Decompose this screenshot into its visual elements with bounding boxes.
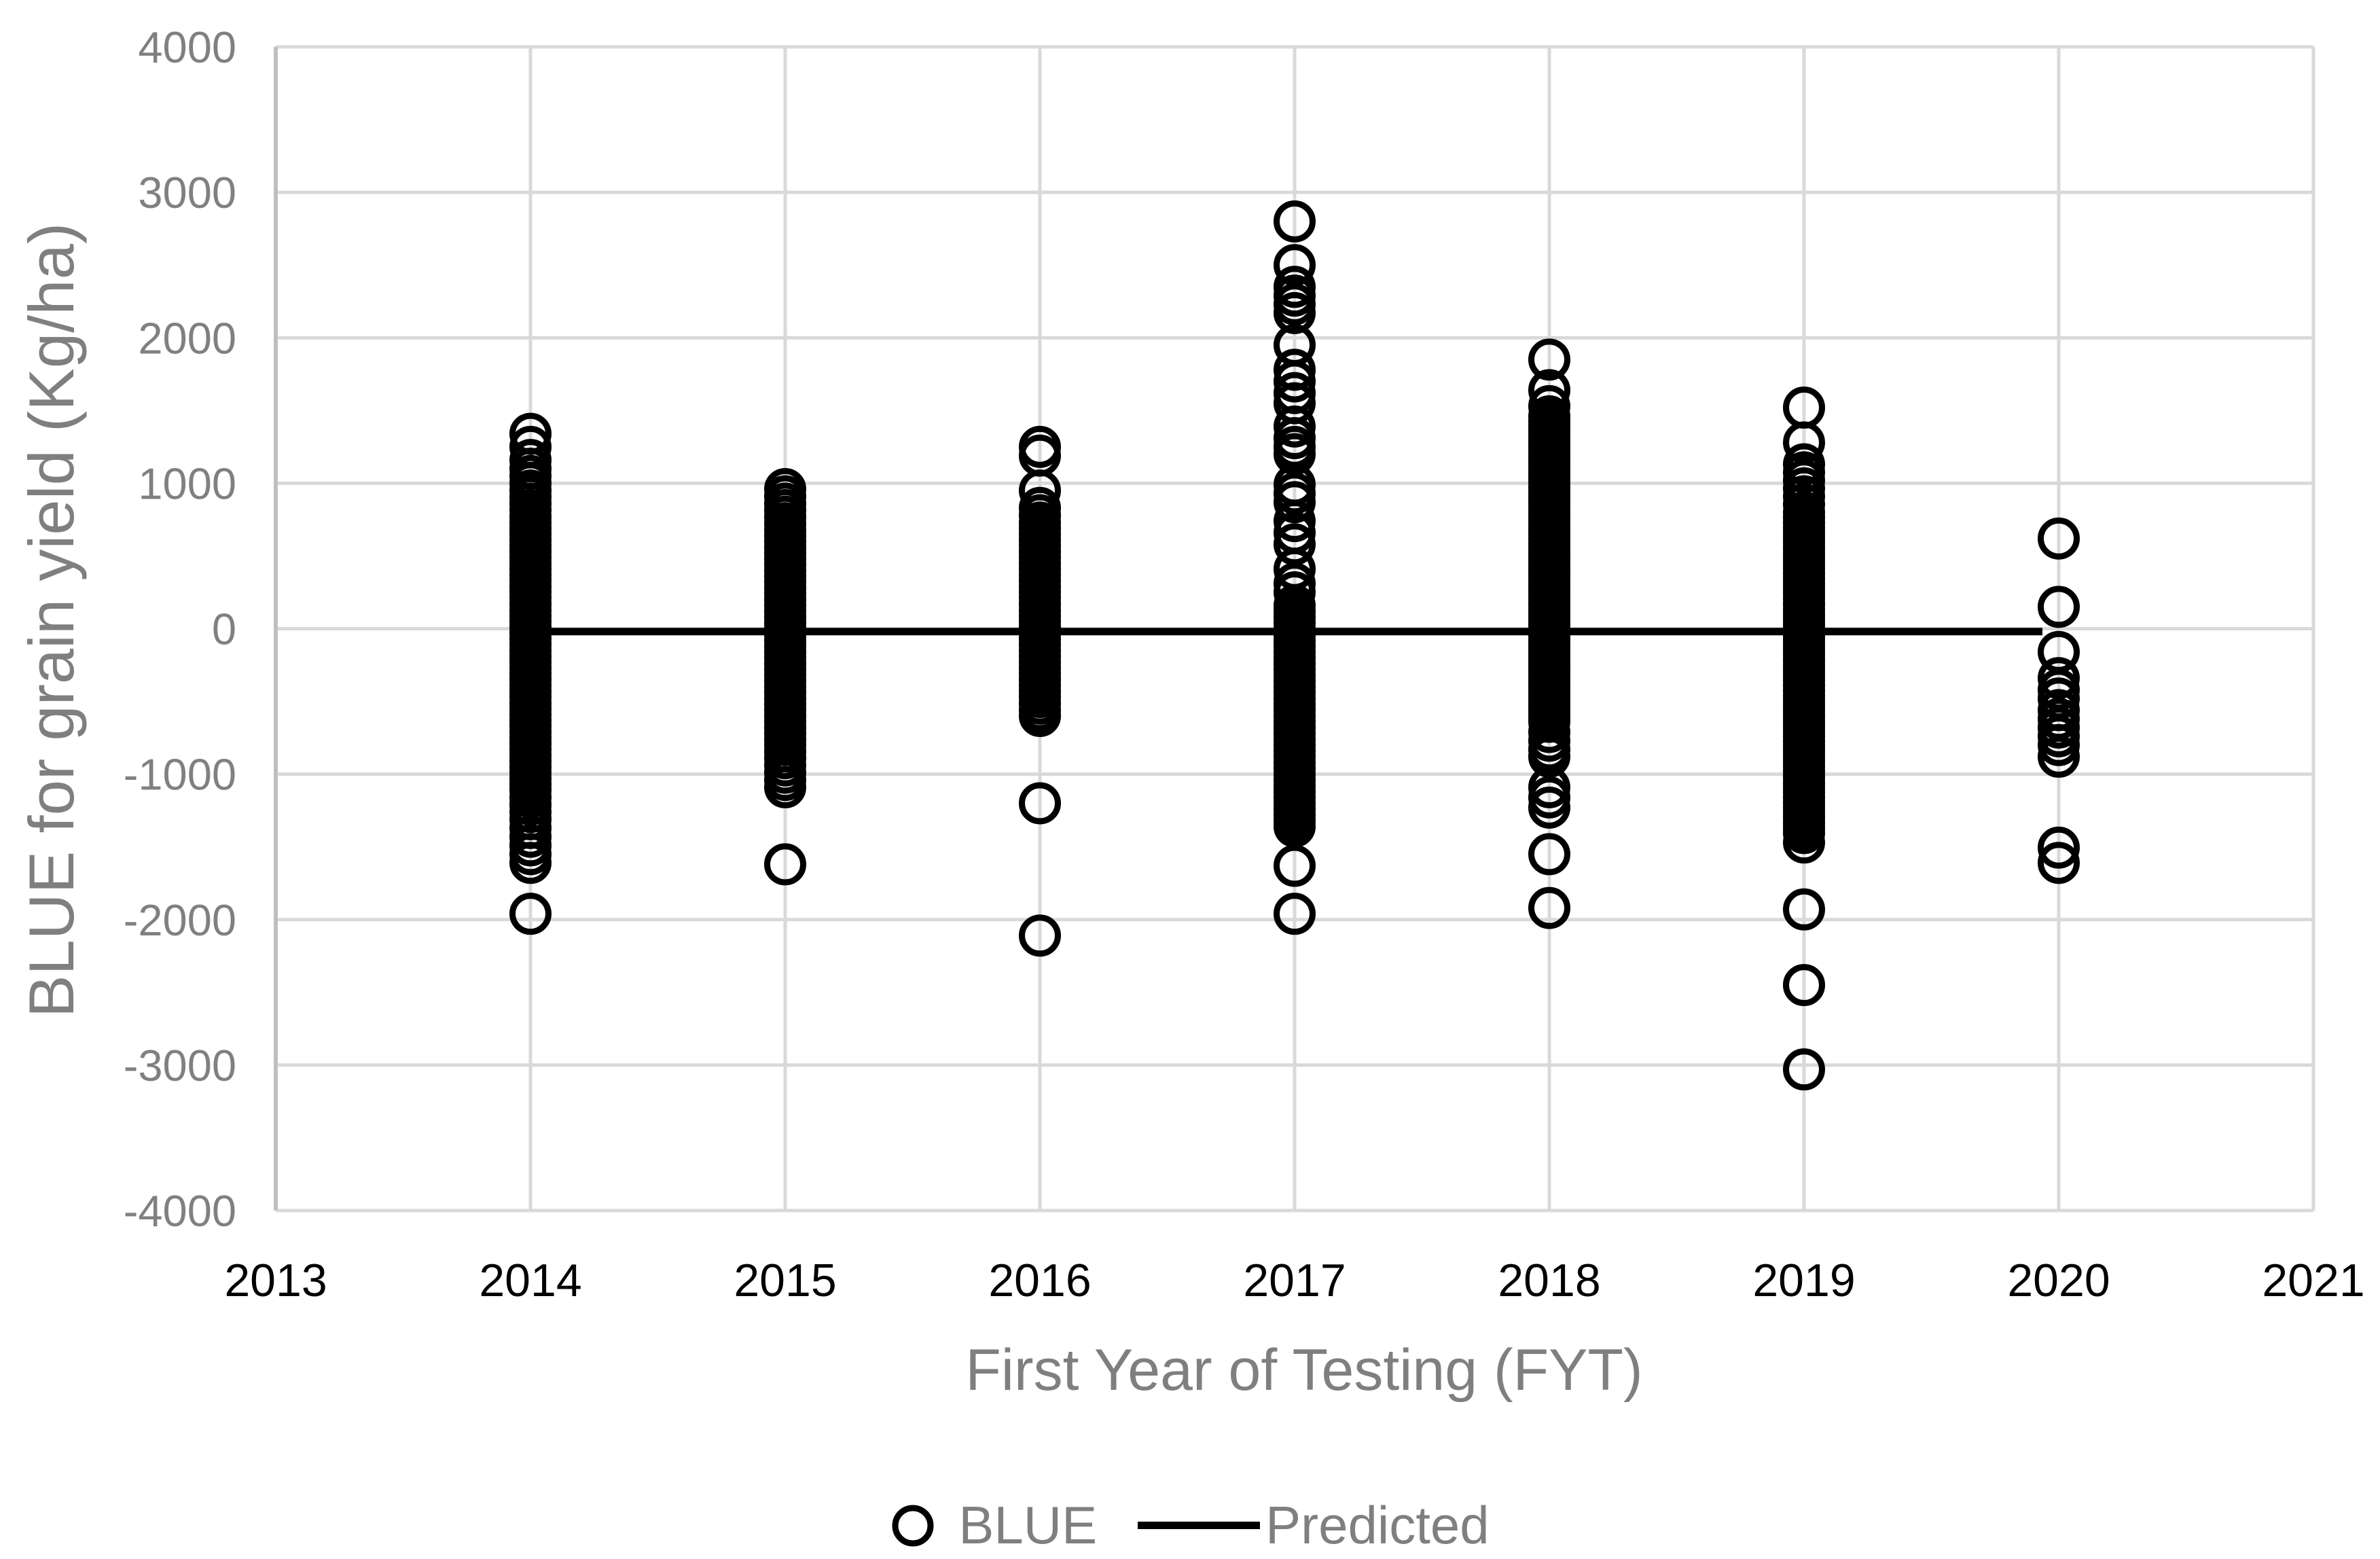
data-point-marker [1274,405,1316,448]
y-tick-label: 3000 [138,168,236,217]
data-point-marker [1274,481,1316,524]
y-axis-title: BLUE for grain yield (Kg/ha) [16,222,87,1018]
data-point-marker [1528,786,1570,829]
data-point-marker [509,842,552,884]
legend-item-predicted: Predicted [1138,1494,1490,1556]
data-point-marker [1783,964,1825,1007]
legend: BLUE Predicted [0,1492,2380,1559]
data-point-marker [1528,735,1570,778]
data-point-marker [1783,821,1825,864]
data-point-marker [1274,893,1316,935]
line-icon [1138,1522,1261,1529]
data-point-marker [2038,723,2080,766]
x-tick-label: 2016 [988,1255,1091,1306]
data-point-marker [2038,657,2080,700]
y-tick-label: 0 [212,605,236,654]
data-point-marker [1274,244,1316,287]
data-point-marker [1274,360,1316,403]
data-point-marker [509,893,552,935]
data-point-marker [1528,338,1570,381]
x-axis-title: First Year of Testing (FYT) [965,1338,1643,1403]
y-tick-label: -2000 [124,895,236,945]
data-point-marker [2038,586,2080,628]
data-point-marker [1528,886,1570,929]
y-tick-label: 4000 [138,22,236,72]
legend-label-predicted: Predicted [1265,1495,1490,1555]
data-point-marker [1274,523,1316,566]
legend-label-blue: BLUE [958,1495,1098,1555]
data-point-marker [2038,735,2080,778]
data-point-marker [1783,1048,1825,1091]
x-tick-label: 2020 [2007,1255,2110,1306]
data-point-marker [1019,782,1061,825]
data-point-marker [1783,888,1825,931]
x-tick-label: 2017 [1243,1255,1346,1306]
data-point-marker [1019,694,1061,737]
data-point-marker [1528,833,1570,876]
data-point-marker [764,843,806,886]
x-tick-label: 2019 [1752,1255,1855,1306]
data-point-marker [1274,844,1316,887]
data-point-marker [1274,805,1316,848]
data-point-marker [1274,200,1316,243]
x-tick-label: 2013 [224,1255,327,1306]
data-point-marker [1274,433,1316,476]
open-circle-icon [890,1503,935,1548]
y-tick-label: -1000 [124,750,236,800]
y-tick-label: -3000 [124,1041,236,1090]
data-point-marker [1274,291,1316,334]
y-tick-label: -4000 [124,1186,236,1236]
data-point-marker [1274,500,1316,543]
data-point-marker [2038,842,2080,884]
data-point-marker [1019,914,1061,957]
data-point-marker [764,766,806,808]
y-tick-label: 2000 [138,313,236,363]
data-point-marker [2038,826,2080,869]
x-tick-label: 2018 [1498,1255,1600,1306]
y-tick-label: 1000 [138,459,236,508]
x-tick-label: 2015 [734,1255,836,1306]
x-tick-label: 2021 [2262,1255,2364,1306]
x-tick-label: 2014 [479,1255,581,1306]
legend-item-blue: BLUE [890,1494,1097,1556]
data-point-marker [2038,517,2080,560]
